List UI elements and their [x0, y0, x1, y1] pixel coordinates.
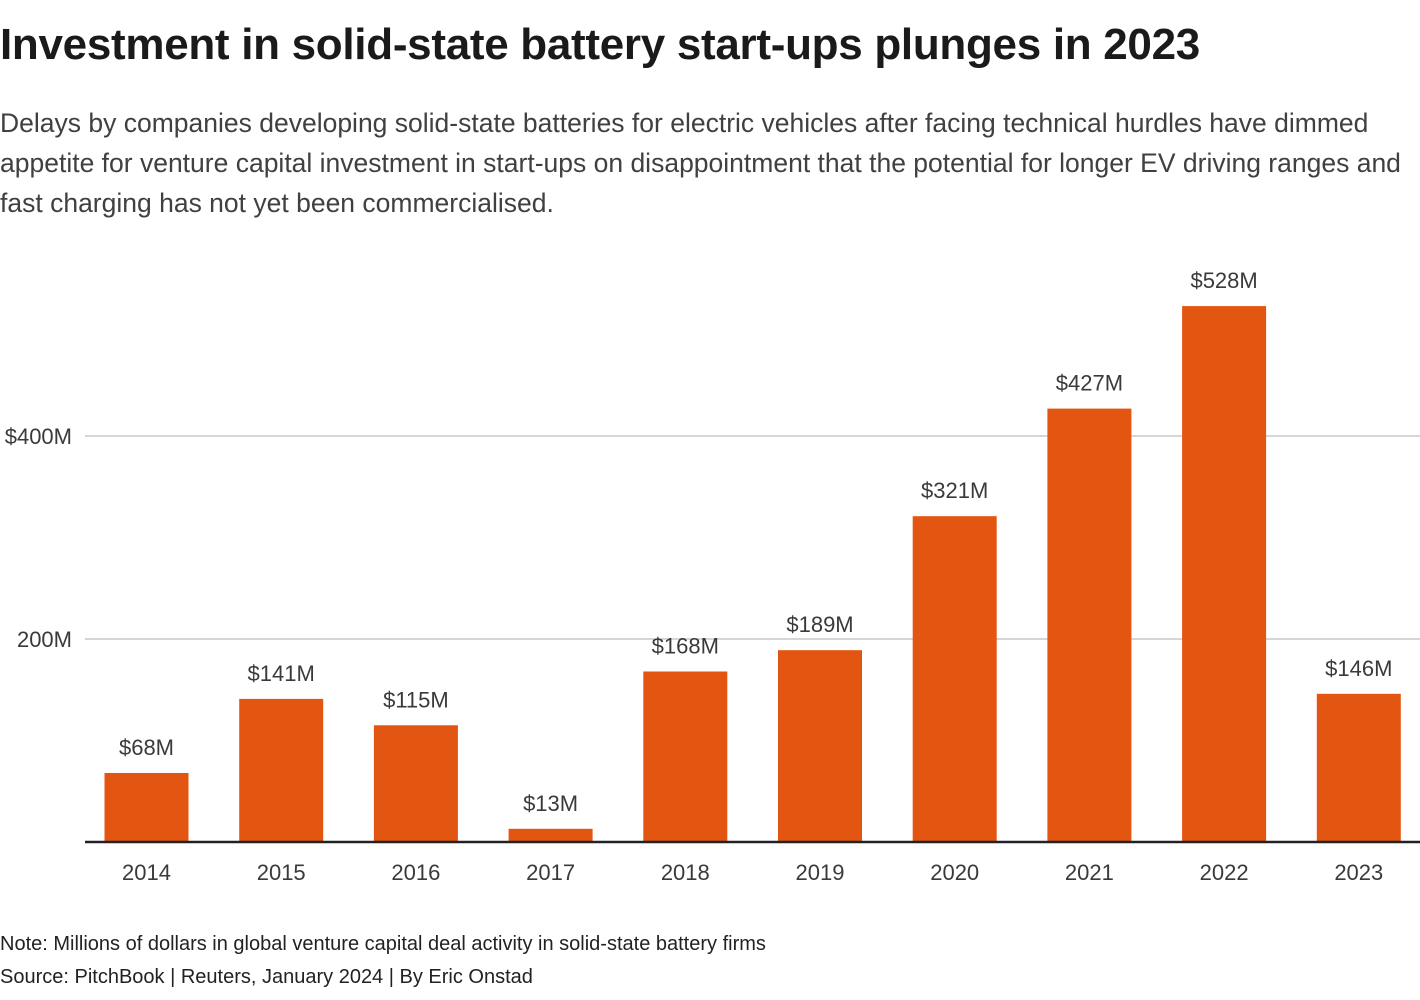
chart-title: Investment in solid-state battery start-… [0, 20, 1200, 69]
bar-2022 [1182, 306, 1267, 843]
data-label-2021: $427M [1056, 371, 1123, 396]
x-tick-label-2015: 2015 [257, 860, 306, 885]
bar-2016 [373, 725, 458, 842]
data-label-2022: $528M [1190, 268, 1257, 293]
chart-subtitle: Delays by companies developing solid-sta… [0, 108, 1401, 218]
bar-2020 [912, 516, 997, 842]
x-tick-label-2020: 2020 [930, 860, 979, 885]
bar-2017 [508, 828, 593, 842]
x-tick-label-2021: 2021 [1065, 860, 1114, 885]
chart-note: Note: Millions of dollars in global vent… [0, 933, 766, 955]
bar-2014 [104, 772, 189, 842]
bar-2015 [239, 698, 324, 842]
data-label-2019: $189M [786, 612, 853, 637]
bars [104, 306, 1401, 843]
bar-2018 [643, 671, 728, 842]
x-tick-label-2016: 2016 [391, 860, 440, 885]
x-tick-label-2017: 2017 [526, 860, 575, 885]
x-tick-label-2022: 2022 [1200, 860, 1249, 885]
x-tick-label-2019: 2019 [796, 860, 845, 885]
data-label-2017: $13M [523, 791, 578, 816]
data-labels: $68M $141M $115M $13M $168M $189M $321M $427M $5… [119, 268, 1392, 816]
x-axis: 2014 2015 2016 2017 2018 2019 2020 2021 2022 2023 [85, 840, 1420, 885]
bar-2021 [1047, 408, 1132, 842]
x-tick-label-2023: 2023 [1334, 860, 1383, 885]
data-label-2018: $168M [652, 633, 719, 658]
chart-source: Source: PitchBook | Reuters, January 202… [0, 966, 533, 988]
data-label-2016: $115M [383, 687, 449, 712]
data-label-2023: $146M [1325, 656, 1392, 681]
x-tick-label-2018: 2018 [661, 860, 710, 885]
x-tick-label-2014: 2014 [122, 860, 171, 885]
data-label-2020: $321M [921, 478, 988, 503]
y-tick-label: 200M [17, 627, 72, 652]
y-tick-label: $400M [5, 424, 72, 449]
data-label-2015: $141M [248, 661, 315, 686]
data-label-2014: $68M [119, 735, 174, 760]
bar-2019 [778, 650, 862, 842]
bar-2023 [1316, 693, 1401, 842]
